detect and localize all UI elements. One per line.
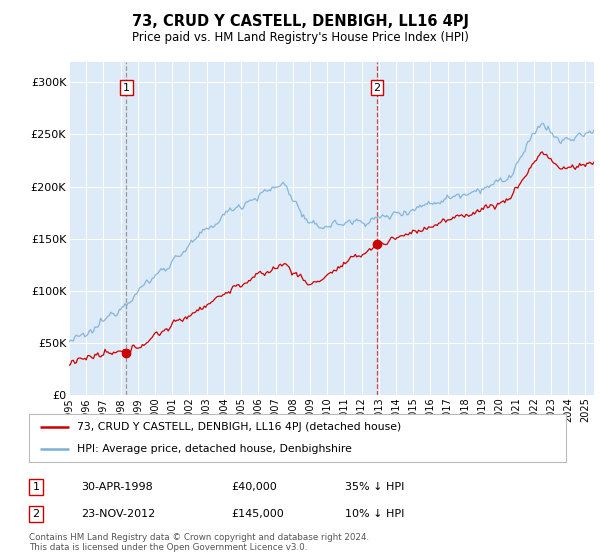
Text: 2: 2 xyxy=(374,83,380,92)
Text: £40,000: £40,000 xyxy=(231,482,277,492)
Text: Contains HM Land Registry data © Crown copyright and database right 2024.
This d: Contains HM Land Registry data © Crown c… xyxy=(29,533,369,552)
Text: 30-APR-1998: 30-APR-1998 xyxy=(81,482,153,492)
Text: 1: 1 xyxy=(32,482,40,492)
Text: 73, CRUD Y CASTELL, DENBIGH, LL16 4PJ (detached house): 73, CRUD Y CASTELL, DENBIGH, LL16 4PJ (d… xyxy=(77,422,401,432)
Text: 1: 1 xyxy=(123,83,130,92)
Text: HPI: Average price, detached house, Denbighshire: HPI: Average price, detached house, Denb… xyxy=(77,444,352,454)
Text: £145,000: £145,000 xyxy=(231,509,284,519)
Text: 73, CRUD Y CASTELL, DENBIGH, LL16 4PJ: 73, CRUD Y CASTELL, DENBIGH, LL16 4PJ xyxy=(131,14,469,29)
Text: 10% ↓ HPI: 10% ↓ HPI xyxy=(345,509,404,519)
Text: 2: 2 xyxy=(32,509,40,519)
Text: Price paid vs. HM Land Registry's House Price Index (HPI): Price paid vs. HM Land Registry's House … xyxy=(131,31,469,44)
Text: 35% ↓ HPI: 35% ↓ HPI xyxy=(345,482,404,492)
Text: 23-NOV-2012: 23-NOV-2012 xyxy=(81,509,155,519)
